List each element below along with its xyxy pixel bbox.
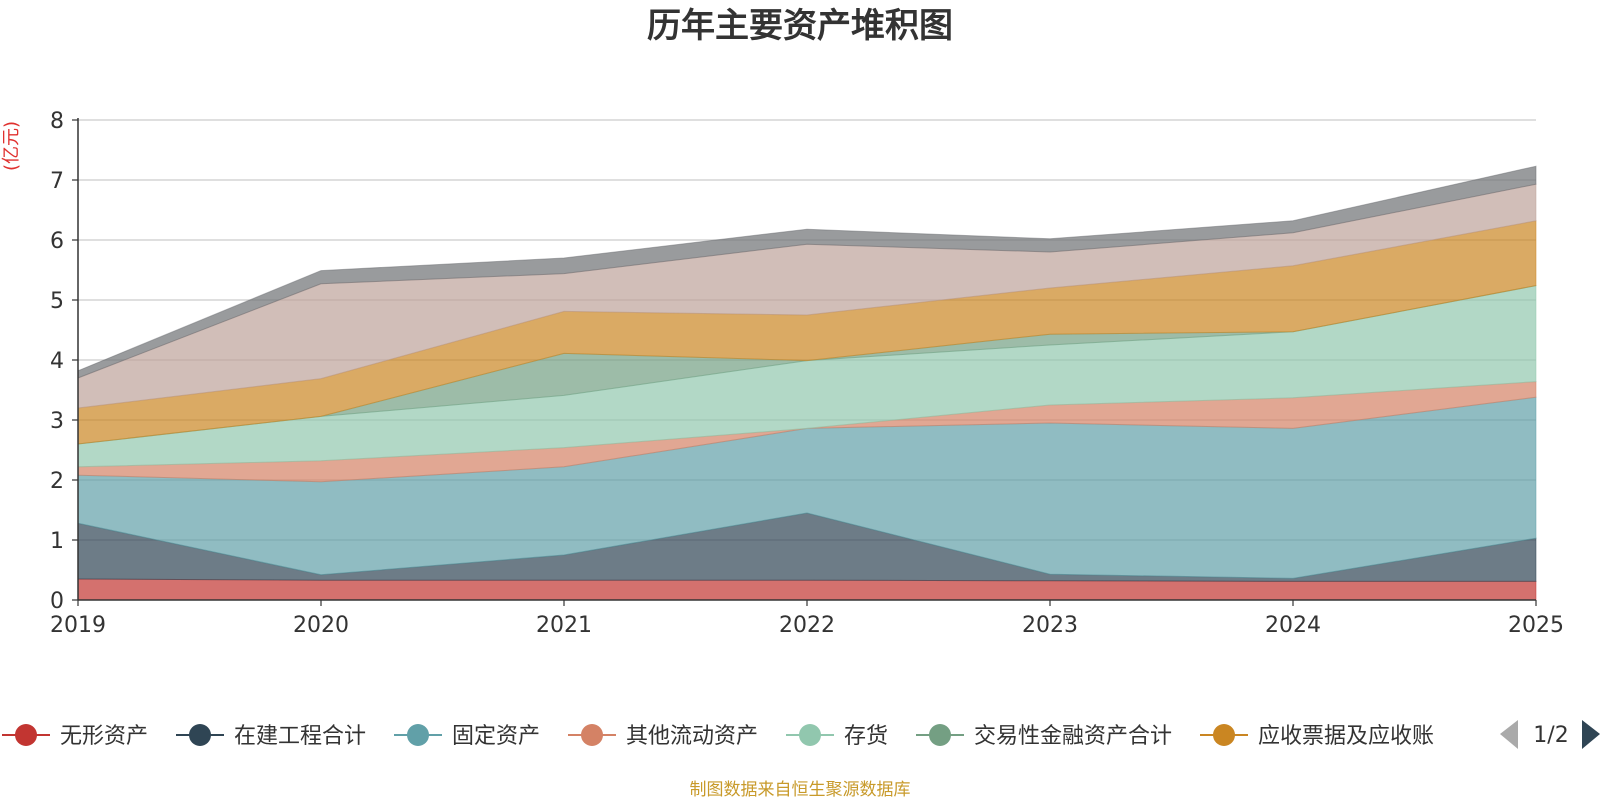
axes: 0 1 2 3 4 5 6 7 8 2019 2020 2021 2022 2023 2024 2025	[50, 109, 1564, 638]
x-tick-label-2023: 2023	[1022, 613, 1078, 638]
y-tick-label-7: 7	[50, 169, 64, 194]
x-tick-label-2019: 2019	[50, 613, 106, 638]
legend-marker-0	[15, 724, 37, 746]
x-tick-label-2024: 2024	[1265, 613, 1321, 638]
legend-marker-1	[189, 724, 211, 746]
legend-item-3[interactable]: 其他流动资产	[568, 724, 758, 749]
legend-page-indicator: 1/2	[1533, 723, 1568, 748]
legend-marker-3	[581, 724, 603, 746]
legend-prev-icon[interactable]	[1500, 720, 1518, 749]
x-tick-label-2020: 2020	[293, 613, 349, 638]
legend-item-1[interactable]: 在建工程合计	[176, 724, 366, 749]
legend: 无形资产 在建工程合计 固定资产 其他流动资产 存货 交易性金融资产合计 应收票据及应收账	[2, 724, 1434, 749]
legend-label-6: 应收票据及应收账	[1258, 724, 1434, 749]
legend-item-5[interactable]: 交易性金融资产合计	[916, 724, 1172, 749]
legend-item-6[interactable]: 应收票据及应收账	[1200, 724, 1434, 749]
legend-marker-2	[407, 724, 429, 746]
y-tick-label-4: 4	[50, 349, 64, 374]
area-series-0	[77, 578, 1537, 601]
legend-label-4: 存货	[844, 724, 888, 749]
area-series-8	[77, 165, 1537, 379]
legend-label-0: 无形资产	[60, 724, 148, 749]
x-tick-label-2022: 2022	[779, 613, 835, 638]
legend-label-1: 在建工程合计	[234, 724, 366, 749]
y-tick-label-0: 0	[50, 589, 64, 614]
legend-marker-6	[1213, 724, 1235, 746]
legend-item-0[interactable]: 无形资产	[2, 724, 148, 749]
legend-label-2: 固定资产	[452, 724, 540, 749]
legend-marker-4	[799, 724, 821, 746]
legend-marker-5	[929, 724, 951, 746]
legend-label-5: 交易性金融资产合计	[974, 724, 1172, 749]
legend-item-4[interactable]: 存货	[786, 724, 888, 749]
y-tick-label-3: 3	[50, 409, 64, 434]
legend-item-2[interactable]: 固定资产	[394, 724, 540, 749]
y-axis-unit: (亿元)	[1, 121, 22, 171]
y-tick-label-5: 5	[50, 289, 64, 314]
y-tick-label-1: 1	[50, 529, 64, 554]
legend-pager: 1/2	[1500, 720, 1600, 749]
chart-title: 历年主要资产堆积图	[647, 6, 953, 46]
legend-label-3: 其他流动资产	[626, 724, 758, 749]
x-tick-label-2021: 2021	[536, 613, 592, 638]
y-tick-label-8: 8	[50, 109, 64, 134]
legend-next-icon[interactable]	[1582, 720, 1600, 749]
series-areas	[77, 165, 1537, 601]
data-source-note: 制图数据来自恒生聚源数据库	[690, 780, 911, 800]
y-tick-label-6: 6	[50, 229, 64, 254]
x-tick-label-2025: 2025	[1508, 613, 1564, 638]
y-tick-label-2: 2	[50, 469, 64, 494]
